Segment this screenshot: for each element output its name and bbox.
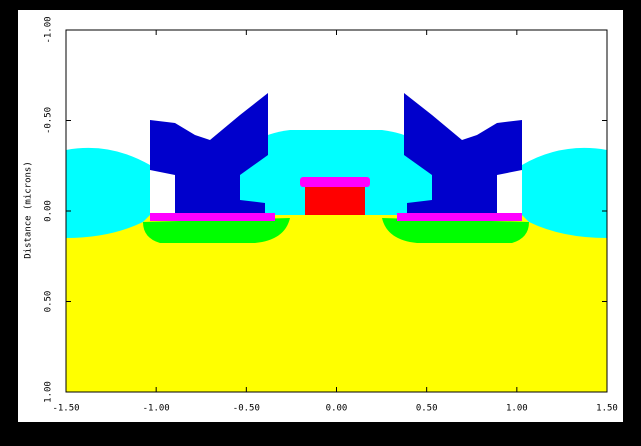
x-axis-title: Distance (microns) <box>287 423 385 433</box>
x-tick-label: 1.50 <box>596 404 618 414</box>
gate <box>305 185 365 215</box>
diffusion <box>143 218 290 243</box>
chart: Distance (microns) Distance (microns) -1… <box>0 0 641 446</box>
oxide <box>522 148 607 238</box>
y-axis-title: Distance (microns) <box>24 161 34 259</box>
x-tick-label: -1.50 <box>52 404 79 414</box>
oxide <box>66 148 150 238</box>
y-tick-label: -0.50 <box>44 107 54 134</box>
silicide <box>150 213 275 221</box>
y-tick-label: 0.50 <box>44 291 54 313</box>
diffusion <box>382 218 529 243</box>
y-tick-label: 0.00 <box>44 200 54 222</box>
gate-cap <box>300 177 370 187</box>
x-tick-label: -0.50 <box>233 404 260 414</box>
x-tick-label: 0.50 <box>416 404 438 414</box>
x-tick-label: -1.00 <box>143 404 170 414</box>
substrate <box>66 215 607 392</box>
page: Distance (microns) Distance (microns) -1… <box>0 0 641 446</box>
x-tick-label: 0.00 <box>326 404 348 414</box>
y-tick-label: -1.00 <box>44 16 54 43</box>
x-tick-label: 1.00 <box>506 404 528 414</box>
y-tick-label: 1.00 <box>44 381 54 403</box>
silicide <box>397 213 522 221</box>
